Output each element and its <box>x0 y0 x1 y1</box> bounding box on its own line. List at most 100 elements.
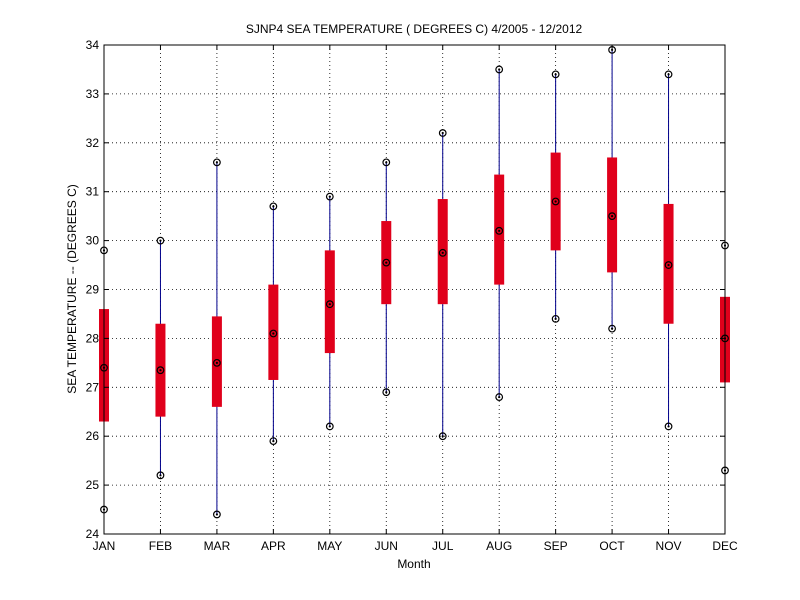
max-marker-dot <box>385 161 388 164</box>
y-tick-label: 28 <box>86 331 100 345</box>
max-marker <box>213 158 221 167</box>
max-marker <box>664 70 673 79</box>
x-tick-label: OCT <box>599 539 625 553</box>
y-tick-label: 32 <box>86 136 100 150</box>
max-marker <box>495 65 504 74</box>
x-tick-label: APR <box>261 539 286 553</box>
median-marker <box>608 212 616 221</box>
y-tick-label: 24 <box>86 527 100 541</box>
iqr-box <box>607 157 618 273</box>
min-marker <box>438 432 447 441</box>
max-marker <box>156 236 165 245</box>
median-marker-dot <box>328 303 331 306</box>
max-marker-dot <box>441 131 444 135</box>
median-marker <box>325 300 334 309</box>
box-jun <box>381 158 392 397</box>
y-tick-label: 25 <box>86 478 100 492</box>
iqr-box <box>324 250 335 354</box>
x-axis-label: Month <box>397 557 430 571</box>
max-marker <box>269 202 278 211</box>
box-may <box>324 192 335 431</box>
min-marker <box>495 393 504 401</box>
box-feb <box>155 236 166 480</box>
x-tick-label: JUN <box>375 539 398 553</box>
median-marker <box>551 197 560 206</box>
median-marker-dot <box>441 251 444 254</box>
x-tick-label: SEP <box>544 539 568 553</box>
x-tick-label: MAR <box>204 539 231 553</box>
plot-area <box>104 45 725 534</box>
min-marker <box>325 422 334 431</box>
min-marker <box>269 437 278 445</box>
median-marker <box>382 258 391 267</box>
x-tick-label: JAN <box>93 539 116 553</box>
max-marker <box>325 192 334 201</box>
max-marker-dot <box>272 205 275 208</box>
box-jul <box>437 129 448 441</box>
min-marker-dot <box>385 391 388 394</box>
median-marker <box>495 226 504 235</box>
iqr-box <box>663 203 674 324</box>
median-marker <box>269 329 278 338</box>
median-marker <box>156 366 165 375</box>
y-tick-label: 31 <box>86 185 100 199</box>
min-marker <box>664 422 673 431</box>
min-marker-dot <box>610 327 614 330</box>
iqr-box <box>437 199 448 305</box>
min-marker-dot <box>215 513 219 516</box>
y-tick-label: 27 <box>86 380 100 394</box>
max-marker-dot <box>215 161 219 164</box>
max-marker-dot <box>328 195 331 198</box>
y-tick-label: 30 <box>86 234 100 248</box>
iqr-box <box>268 284 279 380</box>
x-tick-label: NOV <box>656 539 682 553</box>
median-marker-dot <box>215 361 219 364</box>
median-marker-dot <box>385 261 388 264</box>
max-marker <box>438 129 447 137</box>
min-marker <box>213 510 221 519</box>
x-tick-label: DEC <box>712 539 738 553</box>
min-marker-dot <box>667 425 670 428</box>
box-sep <box>550 70 561 323</box>
max-marker <box>382 158 391 167</box>
y-tick-label: 26 <box>86 429 100 443</box>
median-marker-dot <box>272 332 275 335</box>
min-marker <box>551 314 560 323</box>
max-marker-dot <box>159 239 162 242</box>
max-marker-dot <box>667 73 670 76</box>
median-marker-dot <box>667 263 670 267</box>
median-marker-dot <box>554 200 557 203</box>
box-nov <box>663 70 674 431</box>
median-marker-dot <box>498 229 501 232</box>
max-marker <box>551 70 560 79</box>
x-tick-label: MAY <box>317 539 342 553</box>
median-marker-dot <box>610 215 614 218</box>
min-marker-dot <box>272 439 275 443</box>
x-tick-label: FEB <box>149 539 172 553</box>
y-axis-label: SEA TEMPERATURE -- (DEGREES C) <box>65 184 79 394</box>
max-marker-dot <box>498 68 501 71</box>
box-mar <box>211 158 222 519</box>
min-marker-dot <box>159 474 162 477</box>
axis-ticks: 24 25 26 27 28 29 30 31 32 33 34 JAN FEB MAR APR MAY JUN… <box>86 38 738 553</box>
y-tick-label: 33 <box>86 87 100 101</box>
iqr-box <box>494 174 505 285</box>
min-marker-dot <box>554 317 557 320</box>
min-marker <box>156 471 165 480</box>
min-marker-dot <box>498 395 501 399</box>
min-marker-dot <box>441 435 444 438</box>
x-tick-label: AUG <box>486 539 512 553</box>
min-marker <box>608 324 616 333</box>
chart-title: SJNP4 SEA TEMPERATURE ( DEGREES C) 4/200… <box>246 22 583 36</box>
min-marker <box>382 388 391 397</box>
median-marker-dot <box>159 369 162 372</box>
median-marker <box>438 248 447 257</box>
median-marker <box>213 358 221 367</box>
iqr-box <box>211 316 222 407</box>
y-tick-label: 34 <box>86 38 100 52</box>
median-marker <box>664 261 673 269</box>
x-tick-label: JUL <box>432 539 454 553</box>
y-tick-label: 29 <box>86 283 100 297</box>
max-marker-dot <box>554 73 557 76</box>
